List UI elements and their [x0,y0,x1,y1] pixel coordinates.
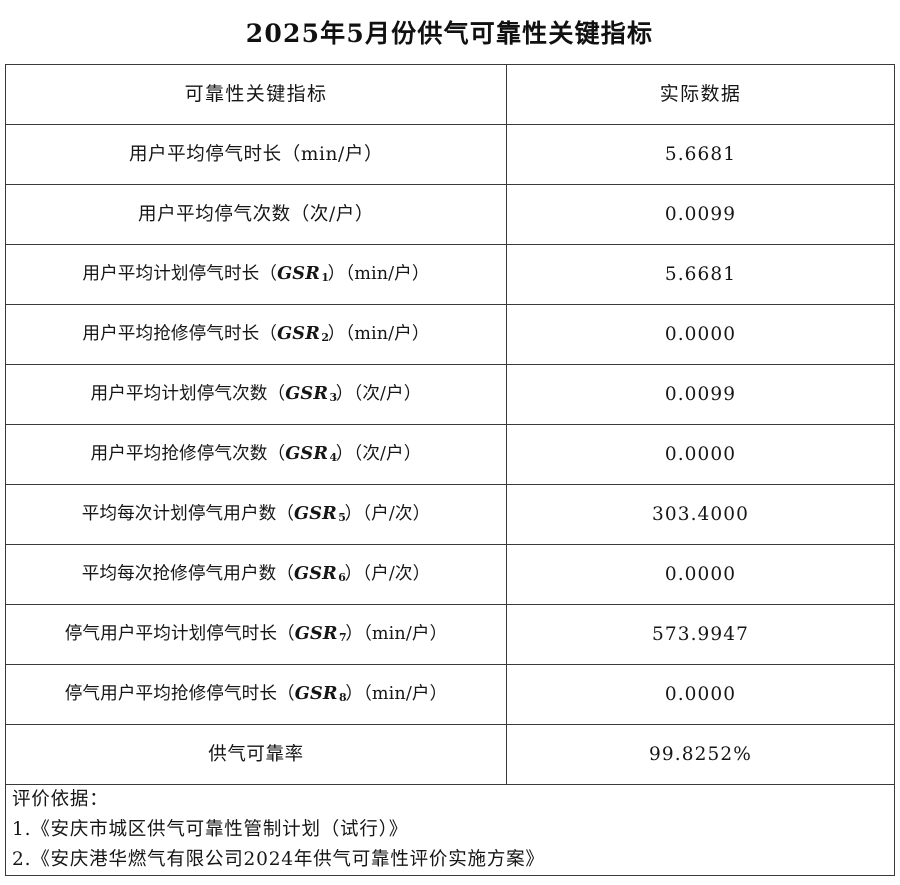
column-header-actual: 实际数据 [659,82,742,105]
metric-value: 99.8252% [649,743,752,765]
table-row: 用户平均停气次数（次/户） 0.0099 [5,184,895,245]
gsr-subscript: 8 [339,691,347,705]
metric-label-cell: 用户平均计划停气时长（GSR1）（min/户） [5,244,507,305]
metric-value-cell: 303.4000 [506,484,895,545]
metric-value-cell: 0.0000 [506,544,895,605]
gsr-token: GSR7 [294,623,347,645]
table-row: 停气用户平均计划停气时长（GSR7）（min/户） 573.9947 [5,604,895,665]
metric-value-cell: 573.9947 [506,604,895,665]
column-header-indicator: 可靠性关键指标 [184,82,328,105]
metric-label-cell: 用户平均抢修停气次数（GSR4）（次/户） [5,424,507,485]
table-row: 停气用户平均抢修停气时长（GSR8）（min/户） 0.0000 [5,664,895,725]
metric-value-cell: 0.0000 [506,424,895,485]
metric-label-cell: 平均每次计划停气用户数（GSR5）（户/次） [5,484,507,545]
table-header-row: 可靠性关键指标 实际数据 [5,64,895,125]
metric-value: 0.0000 [664,443,737,465]
metric-value: 5.6681 [664,263,737,285]
metric-value: 5.6681 [664,143,737,165]
metric-label-cell: 停气用户平均计划停气时长（GSR7）（min/户） [5,604,507,665]
metric-label: 停气用户平均抢修停气时长（GSR8）（min/户） [64,683,448,705]
metric-value-cell: 99.8252% [506,724,895,785]
header-cell-indicator: 可靠性关键指标 [5,64,507,125]
metric-label-cell: 停气用户平均抢修停气时长（GSR8）（min/户） [5,664,507,725]
gsr-subscript: 3 [329,391,338,405]
metric-label-cell: 供气可靠率 [5,724,507,785]
reliability-metrics-table: 可靠性关键指标 实际数据 用户平均停气时长（min/户） 5.6681 用户平均停气… [5,64,895,876]
gsr-token: GSR5 [294,503,346,525]
metric-value-cell: 5.6681 [506,124,895,185]
footnote-row: 评价依据： 1.《安庆市城区供气可靠性管制计划（试行）》 2.《安庆港华燃气有限公司… [5,784,895,876]
table-row: 平均每次计划停气用户数（GSR5）（户/次） 303.4000 [5,484,895,545]
table-body: 可靠性关键指标 实际数据 用户平均停气时长（min/户） 5.6681 用户平均停气… [5,64,895,876]
metric-label: 用户平均停气时长（min/户） [128,143,384,165]
metric-value: 0.0099 [664,383,737,405]
metric-label: 用户平均计划停气时长（GSR1）（min/户） [82,263,430,285]
table-row: 用户平均抢修停气时长（GSR2）（min/户） 0.0000 [5,304,895,365]
metric-label-cell: 用户平均计划停气次数（GSR3）（次/户） [5,364,507,425]
table-row: 用户平均计划停气时长（GSR1）（min/户） 5.6681 [5,244,895,305]
metric-label: 用户平均抢修停气次数（GSR4）（次/户） [90,443,422,465]
metric-value-cell: 5.6681 [506,244,895,305]
metric-value: 303.4000 [651,503,750,525]
metric-value: 0.0099 [664,203,737,225]
metric-label: 用户平均停气次数（次/户） [137,203,375,225]
metric-value: 573.9947 [651,623,750,645]
gsr-subscript: 4 [329,451,338,465]
gsr-token: GSR4 [285,443,338,465]
metric-value-cell: 0.0000 [506,304,895,365]
page-title: 2025年5月份供气可靠性关键指标 [245,19,654,48]
metric-value: 0.0000 [664,323,737,345]
metric-value-cell: 0.0099 [506,184,895,245]
header-cell-actual: 实际数据 [506,64,895,125]
metric-value-cell: 0.0099 [506,364,895,425]
metric-label-cell: 平均每次抢修停气用户数（GSR6）（户/次） [5,544,507,605]
gsr-subscript: 5 [338,511,346,525]
metric-label-cell: 用户平均抢修停气时长（GSR2）（min/户） [5,304,507,365]
footnote-heading: 评价依据： [12,789,109,810]
gsr-subscript: 2 [321,331,329,345]
metric-value-cell: 0.0000 [506,664,895,725]
metric-value: 0.0000 [664,563,737,585]
metric-value: 0.0000 [664,683,737,705]
metric-label-cell: 用户平均停气次数（次/户） [5,184,507,245]
metric-label: 平均每次抢修停气用户数（GSR6）（户/次） [81,563,431,585]
table-row: 用户平均抢修停气次数（GSR4）（次/户） 0.0000 [5,424,895,485]
gsr-subscript: 1 [321,271,329,285]
gsr-token: GSR8 [294,683,347,705]
metric-label: 停气用户平均计划停气时长（GSR7）（min/户） [64,623,448,645]
metric-label: 用户平均抢修停气时长（GSR2）（min/户） [82,323,430,345]
metric-label-cell: 用户平均停气时长（min/户） [5,124,507,185]
metric-label: 供气可靠率 [208,743,304,765]
footnote-item: 2.《安庆港华燃气有限公司2024年供气可靠性评价实施方案》 [12,848,545,870]
gsr-token: GSR3 [285,383,338,405]
gsr-token: GSR6 [294,563,346,585]
table-row: 用户平均停气时长（min/户） 5.6681 [5,124,895,185]
metric-label: 平均每次计划停气用户数（GSR5）（户/次） [81,503,431,525]
gsr-subscript: 6 [338,571,346,585]
footnote-item: 1.《安庆市城区供气可靠性管制计划（试行）》 [12,818,409,840]
title-bar: 2025年5月份供气可靠性关键指标 [5,0,894,64]
gsr-token: GSR2 [277,323,329,345]
footnote-cell: 评价依据： 1.《安庆市城区供气可靠性管制计划（试行）》 2.《安庆港华燃气有限公司… [5,784,895,876]
metric-label: 用户平均计划停气次数（GSR3）（次/户） [90,383,422,405]
table-row: 用户平均计划停气次数（GSR3）（次/户） 0.0099 [5,364,895,425]
table-row: 供气可靠率 99.8252% [5,724,895,785]
gsr-token: GSR1 [277,263,329,285]
table-row: 平均每次抢修停气用户数（GSR6）（户/次） 0.0000 [5,544,895,605]
gsr-subscript: 7 [339,631,347,645]
